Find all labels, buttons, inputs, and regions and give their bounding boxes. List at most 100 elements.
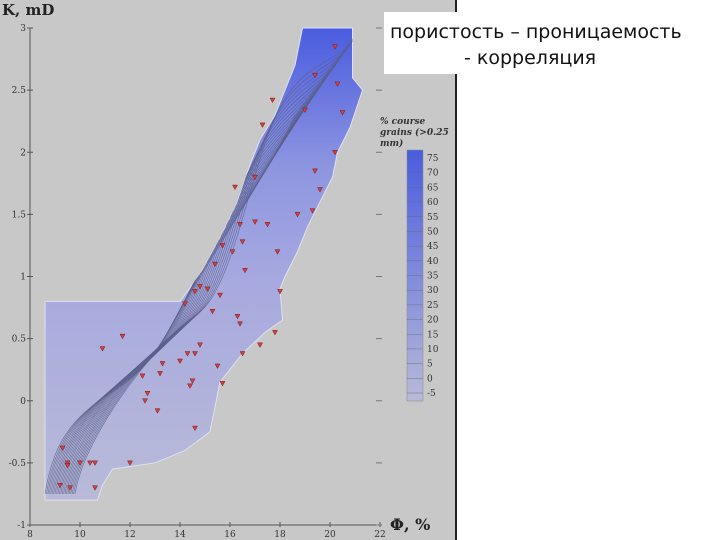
panel-divider	[455, 0, 457, 540]
data-point	[139, 373, 146, 379]
y-tick-label: 0.5	[12, 335, 27, 345]
data-point	[334, 81, 341, 87]
x-tick-label: 18	[274, 530, 286, 540]
data-point	[99, 346, 106, 352]
legend-level-label: 50	[427, 227, 439, 237]
data-point	[312, 72, 318, 79]
data-point	[219, 381, 226, 387]
data-point	[177, 358, 183, 365]
y-tick-label: 3	[20, 24, 26, 34]
data-point	[252, 174, 258, 181]
data-point	[232, 184, 238, 191]
title-line-1: пористость – проницаемость	[390, 21, 682, 43]
contour-line	[51, 94, 311, 494]
data-point	[77, 460, 83, 466]
data-point	[197, 284, 203, 290]
contour-line	[57, 77, 324, 494]
legend-level-label: 35	[427, 272, 439, 282]
y-tick-label: -1	[17, 521, 26, 531]
data-point	[154, 408, 161, 414]
contour-line	[56, 81, 321, 494]
y-tick-label: 1.5	[12, 210, 27, 220]
contour-line	[73, 32, 358, 494]
data-point	[92, 485, 98, 491]
data-point	[252, 219, 258, 225]
data-point	[294, 212, 301, 218]
contour-line	[68, 44, 348, 494]
data-point	[59, 445, 66, 451]
data-point	[197, 342, 203, 348]
data-point	[184, 351, 191, 357]
data-point	[127, 460, 133, 466]
legend-level-label: 10	[427, 345, 439, 355]
data-point	[182, 301, 188, 307]
y-tick-label: 1	[20, 273, 26, 283]
data-point	[274, 249, 281, 255]
slide-title: пористость – проницаемость - корреляция	[384, 12, 720, 74]
contour-line	[66, 52, 342, 494]
data-point	[219, 243, 226, 249]
legend-level-label: 20	[427, 316, 439, 326]
x-tick-label: 8	[27, 530, 33, 540]
legend-level-label: 40	[427, 257, 439, 267]
legend-title: % course grains (>0.25 mm)	[380, 117, 449, 149]
data-point	[339, 110, 346, 116]
x-axis-label: Φ, %	[390, 515, 431, 534]
x-tick-label: 14	[174, 530, 186, 540]
legend-level-label: 75	[427, 154, 439, 164]
contour-line	[71, 36, 355, 494]
data-point	[157, 371, 163, 377]
x-tick-label: 20	[324, 530, 336, 540]
x-tick-label: 10	[74, 530, 86, 540]
data-point	[57, 482, 63, 489]
contour-line	[48, 102, 305, 494]
data-point	[317, 187, 323, 193]
y-tick-label: 2.5	[12, 86, 27, 96]
data-point	[312, 168, 318, 174]
contour-chart: 8 10 12 14 16 18 20 22 3 2.5 2 1.5 1 0.5 0 -0.5 -1 75 70 6…	[9, 24, 439, 540]
y-tick-label: 0	[20, 397, 26, 407]
data-point	[159, 361, 166, 367]
legend-level-label: 70	[427, 169, 439, 179]
contour-line	[54, 85, 317, 494]
contour-line	[67, 48, 345, 494]
data-point	[237, 321, 243, 327]
legend-level-label: -5	[427, 389, 436, 399]
data-point	[239, 239, 246, 245]
title-line-2: - корреляция	[464, 47, 597, 69]
data-point	[64, 463, 71, 469]
x-tick-label: 12	[124, 530, 135, 540]
legend-level-label: 45	[427, 242, 439, 252]
contour-line	[50, 98, 308, 494]
data-point	[242, 268, 248, 274]
legend-level-label: 55	[427, 213, 439, 223]
legend-level-label: 5	[427, 360, 433, 370]
y-axis-label: K, mD	[2, 1, 55, 19]
x-tick-label: 16	[224, 530, 236, 540]
data-point	[209, 309, 216, 315]
data-point	[257, 342, 263, 348]
data-point	[237, 222, 243, 228]
data-point	[192, 351, 198, 357]
contour-line	[70, 40, 352, 494]
legend-level-label: 0	[427, 374, 433, 384]
legend-level-label: 15	[427, 330, 439, 340]
data-point	[259, 122, 266, 128]
data-point	[144, 391, 151, 397]
x-tick-label: 22	[374, 530, 385, 540]
data-point	[119, 333, 126, 340]
data-point	[234, 314, 241, 320]
contour-line	[61, 65, 333, 494]
y-tick-label: 2	[20, 148, 26, 158]
data-point	[192, 425, 198, 432]
data-point	[87, 460, 93, 466]
data-point	[332, 150, 338, 156]
data-point	[187, 383, 193, 389]
data-point	[142, 398, 148, 404]
contour-line	[74, 28, 361, 494]
contour-line	[47, 106, 302, 494]
data-point	[277, 289, 283, 295]
data-point	[309, 208, 316, 214]
data-point	[239, 351, 246, 357]
y-tick-label: -0.5	[9, 459, 27, 469]
